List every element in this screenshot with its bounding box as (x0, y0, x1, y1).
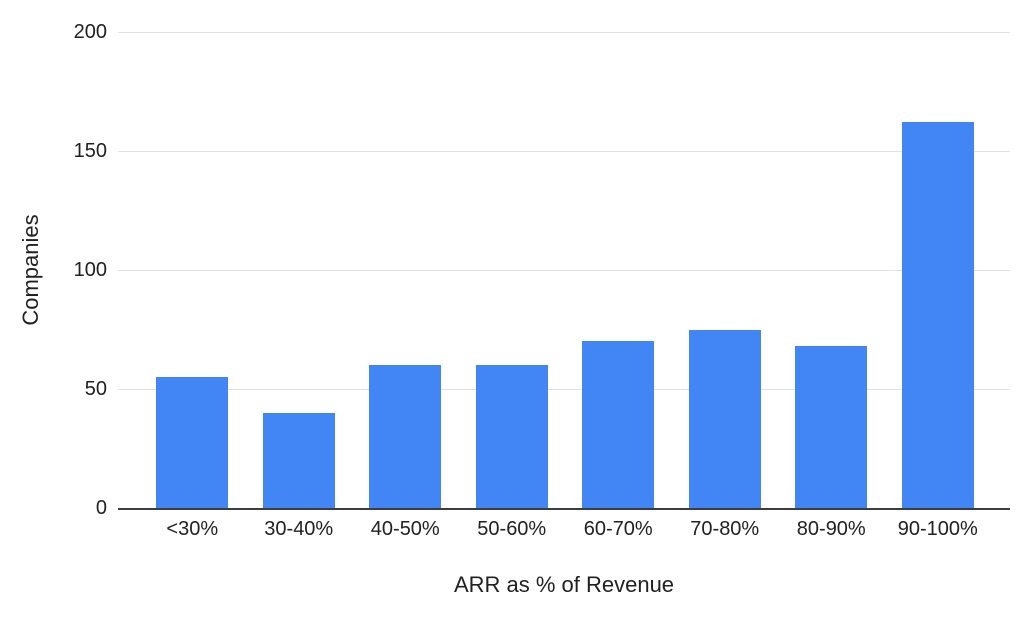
bar-slot (246, 32, 353, 508)
x-tick-label: 30-40% (264, 518, 334, 540)
bar-slot (778, 32, 885, 508)
y-tick-label: 200 (73, 21, 107, 43)
bar (262, 412, 335, 508)
gridline (118, 389, 1010, 390)
bar-slot (459, 32, 566, 508)
gridline (118, 32, 1010, 33)
x-tick-label: 80-90% (796, 518, 866, 540)
bar (475, 365, 548, 508)
gridline (118, 151, 1010, 152)
y-tick-label: 100 (73, 259, 107, 281)
x-tick-label: 70-80% (690, 518, 760, 540)
bar (582, 341, 655, 508)
x-axis-title: ARR as % of Revenue (453, 572, 675, 597)
bars-row (139, 32, 991, 508)
bar-slot (672, 32, 779, 508)
bar (795, 346, 868, 508)
y-tick-label: 150 (73, 140, 107, 162)
x-axis-category-labels: <30% 30-40% 40-50% 50-60% 60-70% 70-80% 80-90%… (139, 518, 991, 541)
y-tick-label: 50 (84, 378, 107, 400)
plot-area (118, 32, 1010, 510)
bar (688, 329, 761, 508)
gridline (118, 270, 1010, 271)
bar (156, 377, 229, 508)
x-tick-label: 60-70% (583, 518, 653, 540)
bar-slot (885, 32, 992, 508)
y-tick-label: 0 (95, 497, 107, 519)
x-tick-label: 50-60% (477, 518, 547, 540)
bar (901, 122, 974, 508)
x-tick-label: 40-50% (370, 518, 440, 540)
y-axis-tick-labels: 0 50 100 150 200 (0, 22, 107, 518)
x-axis-line (118, 508, 1010, 510)
bar (369, 365, 442, 508)
bar-slot (565, 32, 672, 508)
bar-slot (352, 32, 459, 508)
bar-slot (139, 32, 246, 508)
x-tick-label: 90-100% (897, 518, 978, 540)
x-tick-label: <30% (166, 518, 219, 540)
